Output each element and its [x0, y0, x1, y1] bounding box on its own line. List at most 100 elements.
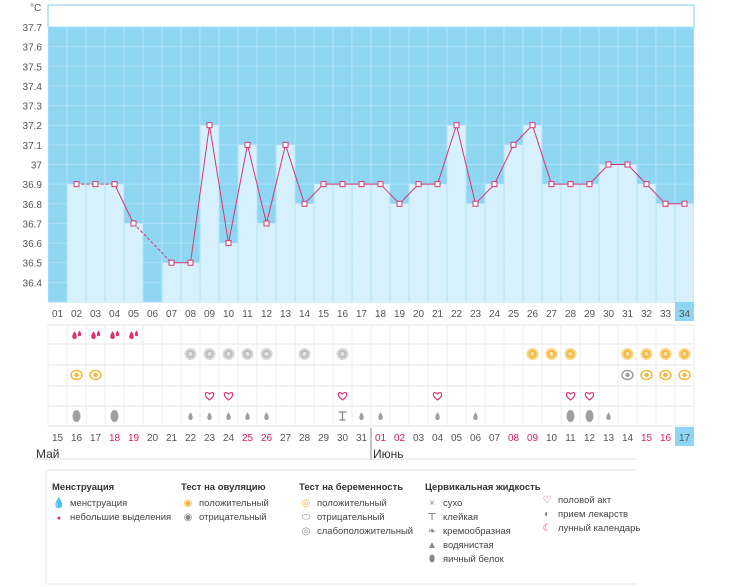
sticky-icon — [338, 411, 347, 421]
temperature-point — [111, 181, 118, 188]
temperature-bar — [523, 125, 542, 302]
legend-pregnancy: Тест на беременность ◎ положительный ⬭ отр… — [299, 482, 413, 539]
y-tick-label: 37.2 — [23, 121, 43, 132]
temperature-line — [475, 183, 495, 205]
legend-cervical: Цервикальная жидкость × сухо ⊤ клейкая ❧ кр… — [425, 482, 541, 567]
cycle-day-label: 06 — [147, 309, 159, 320]
watery-icon — [226, 412, 231, 420]
cycle-day-label: 32 — [641, 309, 653, 320]
cycle-day-label: 08 — [185, 309, 197, 320]
watery-icon — [207, 412, 212, 420]
temperature-line — [456, 125, 476, 204]
pregnancy-icon-center — [682, 372, 687, 378]
menstruation-drop-icon — [134, 330, 139, 337]
legend-intercourse: ♡ половой акт — [540, 494, 640, 508]
y-tick-label: 36.8 — [23, 200, 43, 211]
ovulation-icon-center — [625, 352, 630, 356]
temperature-point — [187, 259, 194, 266]
temperature-point — [453, 122, 460, 129]
temperature-point — [472, 200, 479, 207]
ovulation-icon-center — [568, 352, 573, 356]
drop-pair-icon: 💧 — [52, 498, 66, 509]
watery-icon — [435, 412, 440, 420]
temperature-line — [266, 144, 286, 224]
cycle-day-label: 34 — [679, 309, 691, 320]
cycle-day-label: 27 — [546, 309, 558, 320]
temperature-line — [285, 144, 305, 204]
pill-icon: ◐ — [543, 509, 551, 520]
temperature-bar — [162, 262, 181, 302]
temperature-point — [130, 220, 137, 227]
legend-pregnancy-positive: ◎ положительный — [299, 497, 413, 511]
date-label: 17 — [679, 433, 691, 444]
watery-icon: ▲ — [427, 540, 437, 551]
heart-icon — [565, 392, 576, 401]
temperature-line — [304, 183, 324, 205]
temperature-point — [358, 181, 365, 188]
temperature-line — [513, 124, 533, 146]
cycle-day-label: 20 — [413, 309, 425, 320]
temperature-point — [491, 181, 498, 188]
y-tick-label: 37.1 — [23, 141, 43, 152]
heart-icon: ♡ — [542, 495, 552, 506]
legend-cervical-title: Цервикальная жидкость — [425, 482, 541, 493]
y-tick-label: 37.6 — [23, 43, 43, 54]
menstruation-drop-icon — [110, 331, 115, 339]
eggwhite-icon — [72, 410, 81, 422]
temperature-bar — [371, 184, 390, 302]
temperature-bar — [352, 184, 371, 302]
date-label: 16 — [71, 433, 83, 444]
month-label-june: Июнь — [373, 447, 404, 461]
temperature-bar — [105, 184, 124, 302]
cycle-day-label: 13 — [280, 309, 292, 320]
temperature-bar — [238, 144, 257, 302]
temperature-bar — [656, 203, 675, 302]
date-label: 11 — [565, 433, 576, 444]
temperature-bar — [599, 164, 618, 302]
menstruation-drop-icon — [72, 331, 77, 339]
date-label-weekend: 25 — [242, 433, 254, 444]
date-label: 10 — [546, 433, 558, 444]
sun-swirl-icon: ◎ — [301, 498, 311, 509]
ovulation-icon-center — [340, 352, 345, 356]
temperature-bar — [124, 223, 143, 302]
temperature-point — [681, 200, 688, 207]
cycle-day-label: 19 — [394, 309, 406, 320]
eggwhite-icon — [110, 410, 119, 422]
date-label: 06 — [470, 433, 482, 444]
y-tick-label: 36.4 — [23, 278, 43, 289]
pregnancy-icon-center — [663, 372, 668, 378]
cycle-day-label: 31 — [622, 309, 634, 320]
date-label: 05 — [451, 433, 463, 444]
date-label: 29 — [318, 433, 330, 444]
temperature-bar — [333, 184, 352, 302]
date-label: 31 — [356, 433, 368, 444]
cycle-day-label: 29 — [584, 309, 596, 320]
legend-cervical-watery: ▲ водянистая — [425, 539, 541, 553]
temperature-point — [567, 181, 574, 188]
legend-other: ♡ половой акт ◐ прием лекарств ☾ лунный кал… — [540, 494, 641, 536]
y-tick-label: 36.9 — [23, 180, 43, 191]
temperature-line — [627, 164, 647, 185]
sun-icon: ◉ — [183, 498, 193, 509]
cycle-day-label: 26 — [527, 309, 539, 320]
cycle-day-label: 01 — [52, 309, 64, 320]
watery-icon — [359, 412, 364, 420]
date-label: 24 — [223, 433, 235, 444]
cycle-day-label: 03 — [90, 309, 102, 320]
cycle-day-label: 15 — [318, 309, 330, 320]
watery-icon — [245, 412, 250, 420]
pregnancy-icon-center — [93, 372, 98, 378]
watery-icon — [378, 412, 383, 420]
temperature-bar — [561, 184, 580, 302]
menstruation-drop-icon — [96, 330, 101, 337]
pregnancy-icon-center — [625, 372, 630, 378]
y-axis-unit: °C — [30, 3, 41, 14]
temperature-point — [282, 141, 289, 148]
small-drop-icon: ● — [56, 515, 62, 522]
temperature-line — [380, 183, 400, 205]
legend-cervical-sticky: ⊤ клейкая — [425, 511, 541, 525]
cycle-day-label: 04 — [109, 309, 121, 320]
heart-icon — [584, 392, 595, 401]
